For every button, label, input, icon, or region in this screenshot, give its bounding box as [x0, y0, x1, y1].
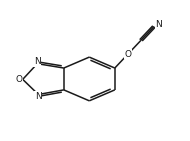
Text: N: N — [155, 20, 162, 29]
Text: N: N — [34, 58, 41, 66]
Text: O: O — [15, 75, 22, 84]
Text: N: N — [35, 92, 42, 101]
Text: O: O — [124, 50, 131, 59]
